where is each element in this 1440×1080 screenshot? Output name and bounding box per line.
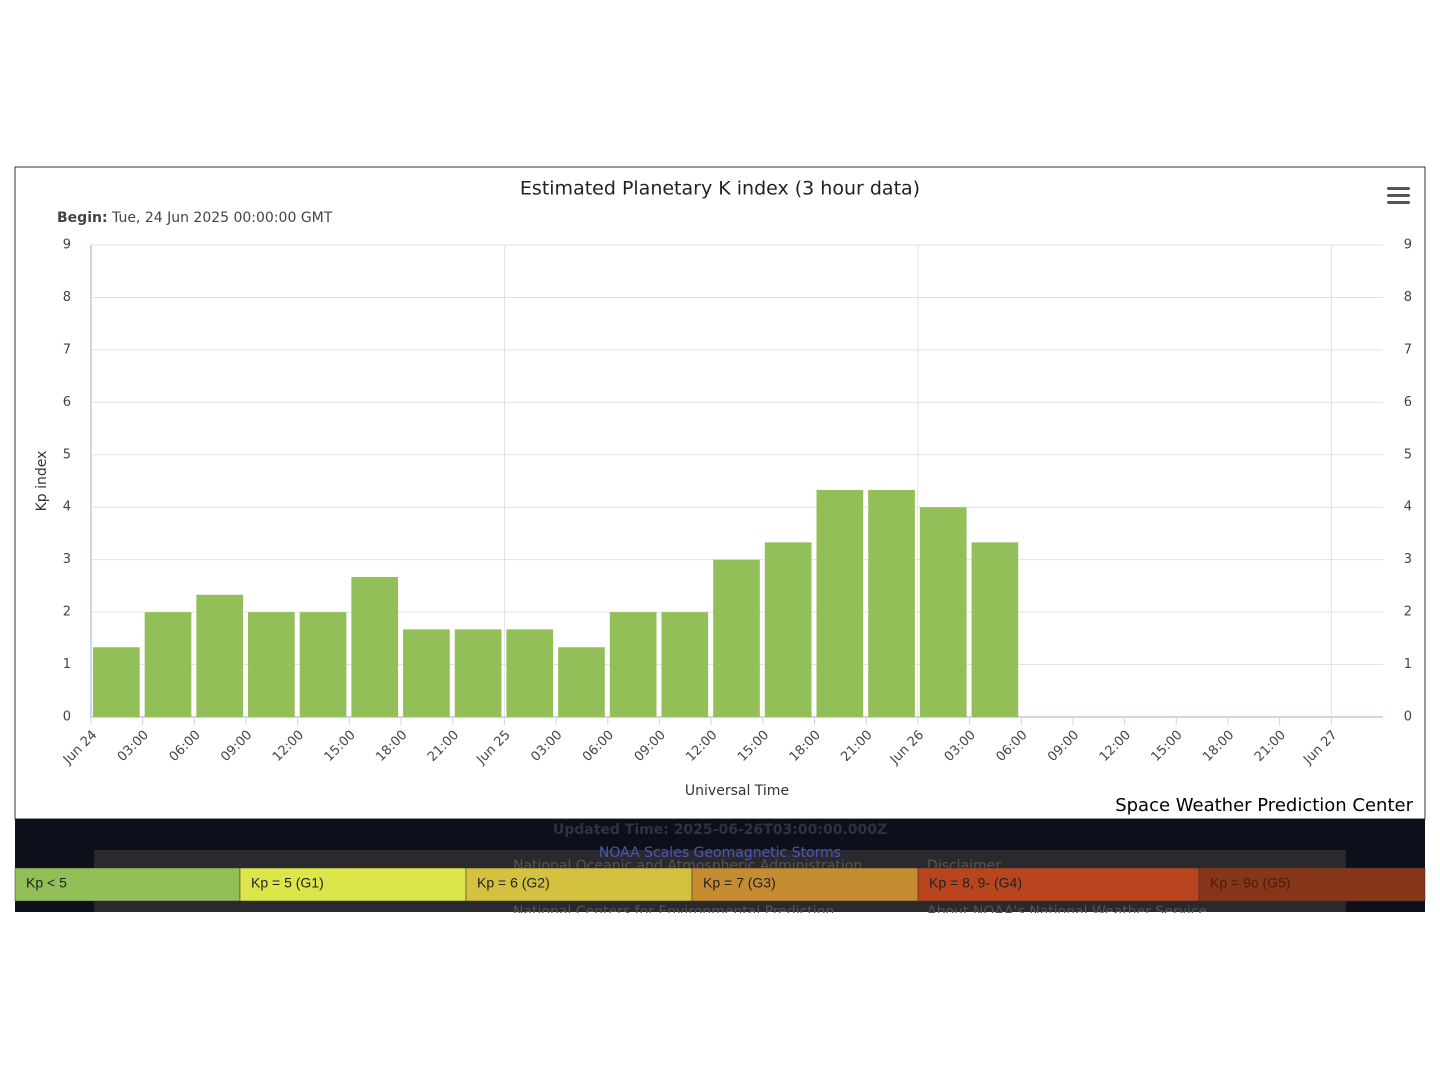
scales-link[interactable]: NOAA Scales Geomagnetic Storms <box>599 845 841 861</box>
bar <box>609 612 657 717</box>
chart-title: Estimated Planetary K index (3 hour data… <box>520 178 920 200</box>
bar <box>764 542 812 717</box>
y-tick-label: 1 <box>63 657 71 672</box>
legend-swatch <box>14 867 241 902</box>
y-tick-label: 8 <box>63 290 71 305</box>
y2-tick-label: 5 <box>1404 447 1412 462</box>
y2-tick-label: 8 <box>1404 290 1412 305</box>
y-tick-label: 9 <box>63 238 71 253</box>
bar <box>403 629 450 717</box>
bar <box>868 489 915 717</box>
bar <box>558 647 605 717</box>
legend-label: Kp = 7 (G3) <box>703 875 776 891</box>
bar <box>93 647 140 717</box>
y2-tick-label: 4 <box>1404 500 1412 515</box>
legend-label: Kp = 9o (G5) <box>1210 875 1291 891</box>
menu-icon[interactable] <box>1387 187 1410 204</box>
legend-swatch <box>239 867 467 902</box>
y2-tick-label: 2 <box>1404 605 1412 620</box>
legend-label: Kp < 5 <box>26 875 67 891</box>
bar <box>919 507 967 717</box>
legend-label: Kp = 8, 9- (G4) <box>929 875 1022 891</box>
bar <box>661 612 709 717</box>
footer-clip <box>0 913 1440 933</box>
y-tick-label: 2 <box>63 605 71 620</box>
bar <box>506 629 554 717</box>
y-axis-title: Kp index <box>34 451 50 512</box>
bar <box>299 612 347 717</box>
updated-time: Updated Time: 2025-06-26T03:00:00.000Z <box>553 822 887 838</box>
bar <box>196 594 244 717</box>
legend-label: Kp = 6 (G2) <box>477 875 550 891</box>
y-tick-label: 0 <box>63 710 71 725</box>
x-axis-title: Universal Time <box>685 783 789 799</box>
y2-tick-label: 6 <box>1404 395 1412 410</box>
subtitle-text: Tue, 24 Jun 2025 00:00:00 GMT <box>111 210 333 226</box>
y2-tick-label: 7 <box>1404 342 1412 357</box>
subtitle-label: Begin: <box>57 210 108 226</box>
y2-tick-label: 0 <box>1404 710 1412 725</box>
bar <box>971 542 1019 717</box>
bar <box>713 559 760 717</box>
bar <box>454 629 502 717</box>
credits: Space Weather Prediction Center <box>1115 795 1413 816</box>
legend-swatch <box>691 867 919 902</box>
y-tick-label: 7 <box>63 342 71 357</box>
y-tick-label: 4 <box>63 500 71 515</box>
chart-frame <box>14 166 1426 820</box>
legend-swatch <box>1198 867 1426 902</box>
bar <box>248 612 295 717</box>
legend-swatch <box>465 867 693 902</box>
y-tick-label: 3 <box>63 552 71 567</box>
bar <box>144 612 192 717</box>
bar <box>816 489 864 717</box>
y2-tick-label: 1 <box>1404 657 1412 672</box>
legend-label: Kp = 5 (G1) <box>251 875 324 891</box>
y-tick-label: 6 <box>63 395 71 410</box>
y2-tick-label: 9 <box>1404 238 1412 253</box>
legend-swatch <box>917 867 1200 902</box>
y2-tick-label: 3 <box>1404 552 1412 567</box>
y-tick-label: 5 <box>63 447 71 462</box>
legend: Kp < 5 Kp = 5 (G1) Kp = 6 (G2) Kp = 7 (G3) K… <box>14 867 1426 902</box>
subtitle: Begin: Tue, 24 Jun 2025 00:00:00 GMT <box>57 210 333 226</box>
bar <box>351 576 399 717</box>
